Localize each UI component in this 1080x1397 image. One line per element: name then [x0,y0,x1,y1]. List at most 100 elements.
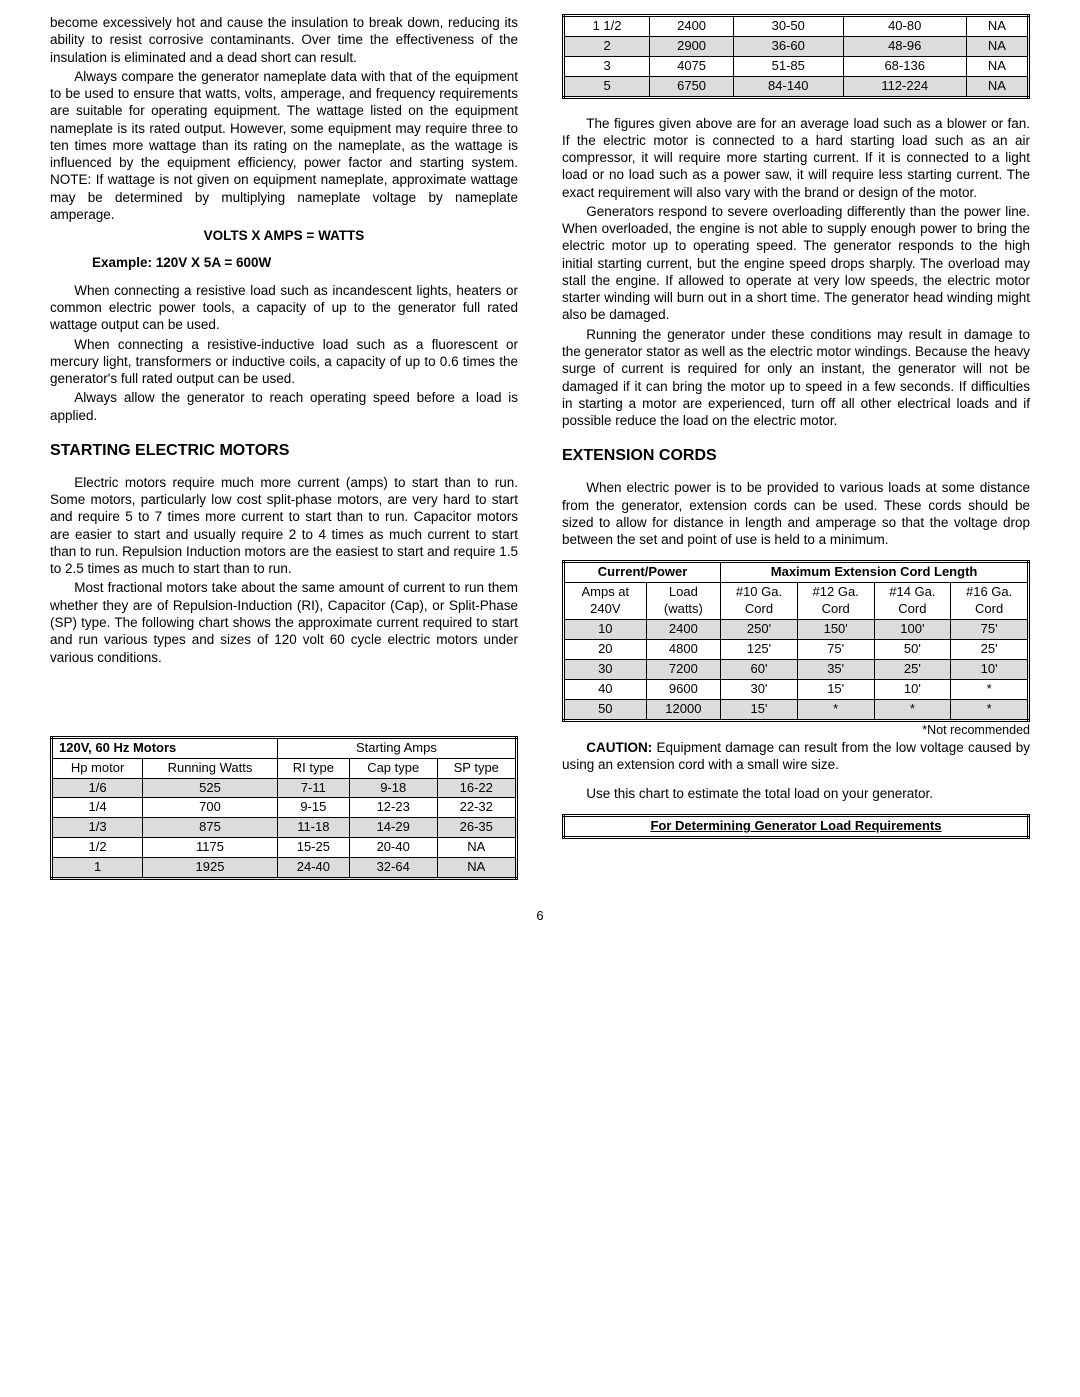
para-use-chart: Use this chart to estimate the total loa… [562,785,1030,802]
para-running-conditions: Running the generator under these condit… [562,326,1030,430]
table-cell: 48-96 [843,36,966,56]
table-cell: 30 [564,659,647,679]
table-cell: 75' [951,620,1029,640]
table-cell: 25' [874,659,951,679]
table-cell: 1 1/2 [564,16,650,37]
table-cell: 7200 [646,659,720,679]
para-insulation: become excessively hot and cause the ins… [50,14,518,66]
table-cell: 10 [564,620,647,640]
table-cell: 10' [951,659,1029,679]
table-cell: 4800 [646,639,720,659]
load-requirements-table: For Determining Generator Load Requireme… [562,814,1030,839]
table-cell: * [951,699,1029,720]
table-cell: 6750 [650,76,734,97]
table-cell: 1/6 [52,778,143,798]
table-row: 30720060'35'25'10' [564,659,1029,679]
table-cell: * [951,679,1029,699]
table-cell: 5 [564,76,650,97]
table-cell: 525 [143,778,278,798]
para-compare-nameplate: Always compare the generator nameplate d… [50,68,518,223]
table-cell: 30-50 [734,16,843,37]
table-cell: 11-18 [277,818,349,838]
table-row: 1/65257-119-1816-22 [52,778,517,798]
table-cell: 14-29 [349,818,437,838]
table-cell: 60' [721,659,798,679]
formula-volts-amps: VOLTS X AMPS = WATTS [50,227,518,245]
table-cell: 112-224 [843,76,966,97]
table-cell: 36-60 [734,36,843,56]
table-cell: 40-80 [843,16,966,37]
table-cell: 1175 [143,838,278,858]
caution-label: CAUTION: [586,740,652,755]
right-column: 1 1/2240030-5040-80NA2290036-6048-96NA34… [562,14,1030,880]
table-cell: 1/2 [52,838,143,858]
table-cell: 15' [721,699,798,720]
table-row: 501200015'*** [564,699,1029,720]
table-row: 40960030'15'10'* [564,679,1029,699]
table-row: 3407551-8568-136NA [564,56,1029,76]
table-row: 1/2117515-2520-40NA [52,838,517,858]
table-cell: 12000 [646,699,720,720]
table-cell: 9-15 [277,798,349,818]
table-cell: 250' [721,620,798,640]
table-row: 204800125'75'50'25' [564,639,1029,659]
table-row: 1192524-4032-64NA [52,858,517,879]
cord-load-label: Load (watts) [646,583,720,620]
table-cell: 1925 [143,858,278,879]
cord-hdr-left: Current/Power [564,562,721,583]
table-row: 2290036-6048-96NA [564,36,1029,56]
table-cell: 10' [874,679,951,699]
table-cell: 7-11 [277,778,349,798]
table-cell: 2400 [650,16,734,37]
cord-table: Current/Power Maximum Extension Cord Len… [562,560,1030,721]
two-column-layout: become excessively hot and cause the ins… [50,14,1030,880]
para-average-load: The figures given above are for an avera… [562,115,1030,201]
table-cell: 20-40 [349,838,437,858]
table-cell: NA [966,56,1028,76]
table-cell: NA [437,858,516,879]
table-row: 1 1/2240030-5040-80NA [564,16,1029,37]
motor-table-hdr-left: 120V, 60 Hz Motors [52,737,278,758]
motor-table-continued: 1 1/2240030-5040-80NA2290036-6048-96NA34… [562,14,1030,99]
caution-paragraph: CAUTION: Equipment damage can result fro… [562,739,1030,774]
table-cell: 50' [874,639,951,659]
table-cell: 4075 [650,56,734,76]
table-cell: 2 [564,36,650,56]
heading-starting-motors: STARTING ELECTRIC MOTORS [50,442,518,460]
table-cell: 700 [143,798,278,818]
run-watts-label: Running Watts [143,758,278,778]
table-cell: 26-35 [437,818,516,838]
table-cell: 68-136 [843,56,966,76]
ri-label: RI type [277,758,349,778]
cord-amps-label: Amps at 240V [564,583,647,620]
table-cell: 35' [797,659,874,679]
table-cell: 875 [143,818,278,838]
table-cell: 24-40 [277,858,349,879]
motor-table-hdr-right: Starting Amps [277,737,516,758]
table-cell: 75' [797,639,874,659]
table-cell: 150' [797,620,874,640]
table-cell: 1 [52,858,143,879]
page-number: 6 [50,908,1030,923]
motor-table: 120V, 60 Hz Motors Starting Amps Hp moto… [50,736,518,880]
table-cell: 20 [564,639,647,659]
not-recommended-note: *Not recommended [562,723,1030,737]
para-cords-intro: When electric power is to be provided to… [562,479,1030,548]
table-cell: 50 [564,699,647,720]
para-fractional-motors: Most fractional motors take about the sa… [50,579,518,665]
cord-hdr-right: Maximum Extension Cord Length [721,562,1029,583]
para-overload: Generators respond to severe overloading… [562,203,1030,324]
table-cell: 1/4 [52,798,143,818]
table-cell: NA [966,76,1028,97]
table-cell: 30' [721,679,798,699]
table-row: 1/387511-1814-2926-35 [52,818,517,838]
cord-g16-label: #16 Ga. Cord [951,583,1029,620]
table-cell: 16-22 [437,778,516,798]
table-cell: 2400 [646,620,720,640]
table-cell: 51-85 [734,56,843,76]
para-inductive-load: When connecting a resistive-inductive lo… [50,336,518,388]
left-column: become excessively hot and cause the ins… [50,14,518,880]
table-cell: 1/3 [52,818,143,838]
table-cell: 32-64 [349,858,437,879]
table-cell: 100' [874,620,951,640]
